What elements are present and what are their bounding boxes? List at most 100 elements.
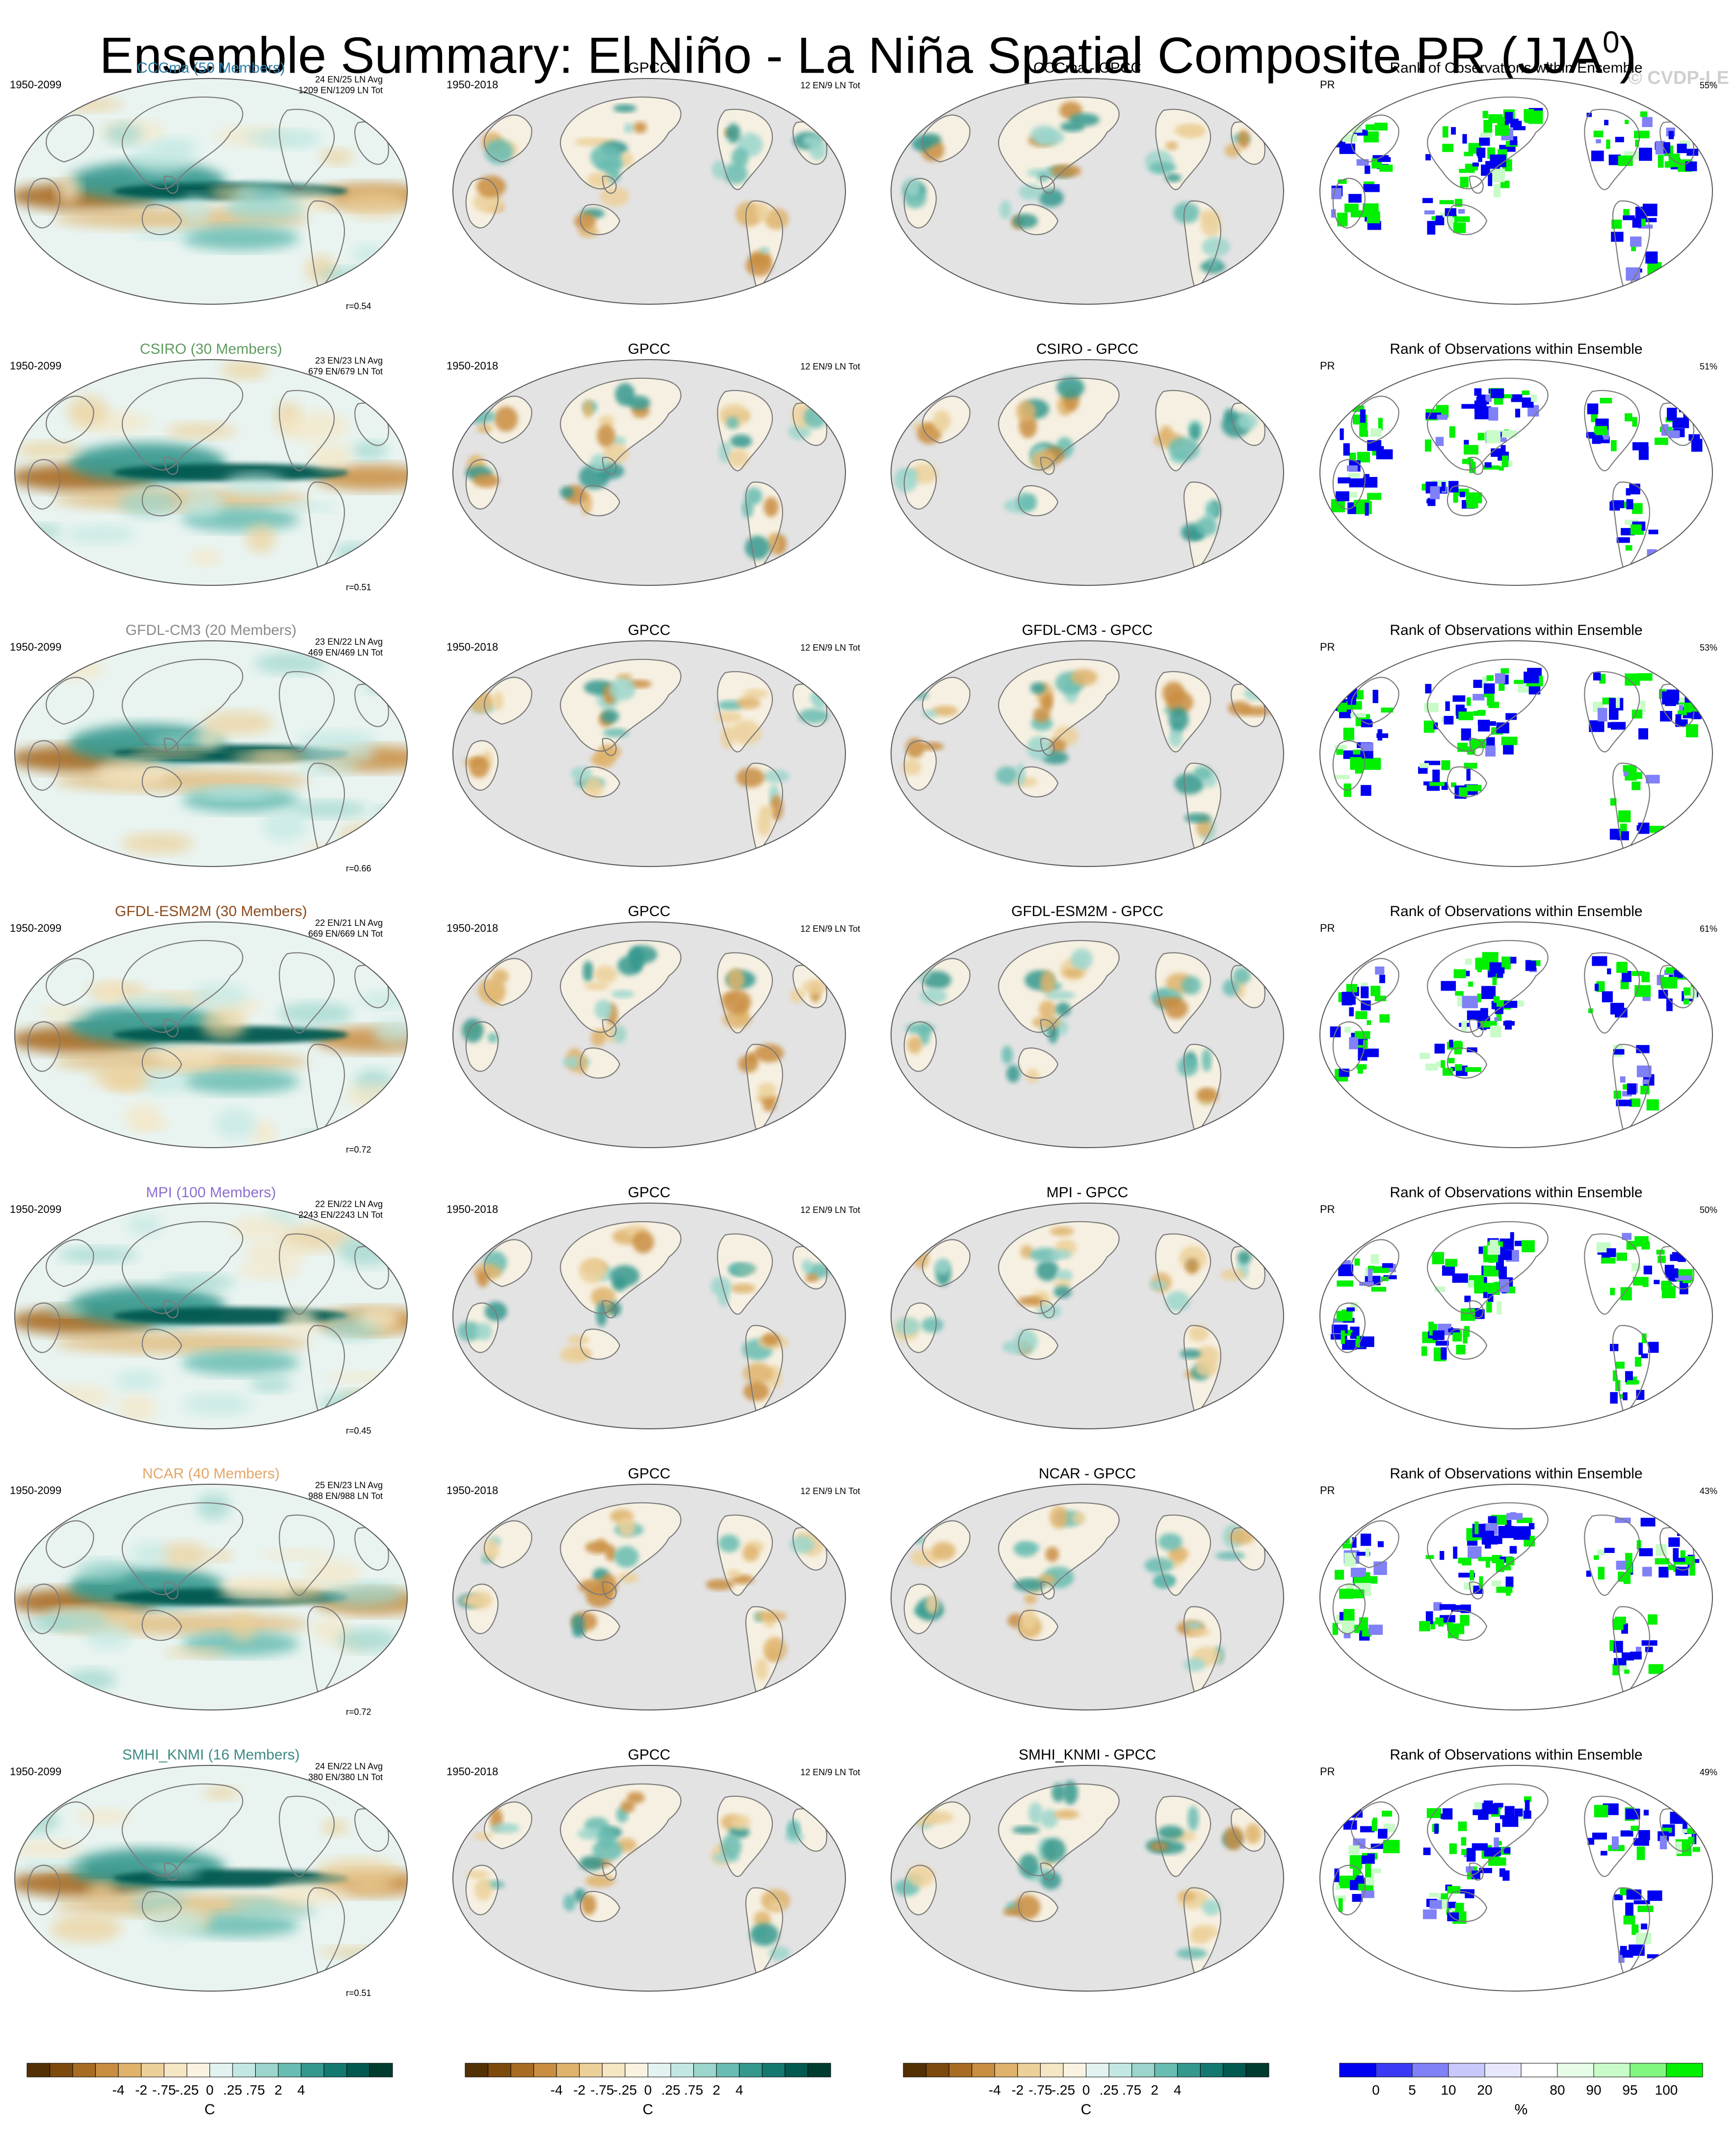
field-blob [67,395,108,426]
field-blob [309,443,353,470]
rank-cell [1477,433,1485,441]
field-blob [921,1317,944,1333]
field-blob [374,805,400,816]
rank-cell [1434,1044,1445,1054]
rank-cell [1379,164,1393,172]
rank-cell [1621,971,1631,982]
rank-cell [1374,123,1388,131]
coastline [141,204,183,236]
field-blob [1150,1842,1169,1851]
rank-cell [1474,1521,1479,1534]
colorbar-swatch [716,2063,740,2077]
globe-border [452,640,846,867]
coastline [27,178,60,229]
coastline [602,1300,617,1318]
field-blob [1040,971,1055,995]
coastline [1332,1302,1366,1353]
obs-counts: 12 EN/9 LN Tot [800,80,860,90]
row-csiro: CSIRO (30 Members) 1950-2099 23 EN/23 LN A… [10,341,1717,592]
rank-cell [1610,1392,1618,1404]
obs-years: 1950-2018 [447,79,498,91]
field-blob [1051,164,1081,178]
field-blob [1173,202,1200,224]
colorbar-swatch [739,2063,763,2077]
rank-cell [1382,1811,1393,1817]
rank-cell [1648,1614,1657,1625]
colorbar-tick-label: 2 [712,2082,720,2098]
field-blob [805,1274,819,1282]
globe-background [1320,641,1712,867]
rank-cell [1623,1392,1628,1400]
field-blob [1026,494,1037,511]
rank-cell [1429,1900,1442,1909]
field-blob [789,989,805,1003]
rank-cell [1360,1826,1375,1833]
field-blob [1196,517,1217,536]
rank-cell [1365,165,1370,174]
colorbar-tick-label: 0 [206,2082,214,2098]
field-blob [728,1262,756,1275]
rank-cell [1425,1611,1433,1625]
rank-cell [1339,1068,1350,1077]
rank-cell [1336,1885,1340,1891]
coastline [1469,1300,1484,1318]
rank-cell [1474,400,1487,412]
rank-cell [1455,991,1464,996]
coastline [903,459,937,510]
model-avg-counts: 23 EN/22 LN Avg [315,637,383,647]
rank-cell [1683,999,1689,1005]
field-blob [54,770,309,791]
rank-cell [1492,972,1497,985]
field-blob [730,1283,756,1293]
rank-cell [1344,203,1359,212]
rank-cell [1455,1064,1462,1071]
field-blob [326,1372,399,1383]
field-blob [1174,773,1205,794]
rank-cell [1530,394,1537,402]
obs-years: 1950-2018 [447,641,498,653]
field-blob [610,1265,640,1287]
rank-cell [1620,1945,1627,1955]
rank-cell [1500,668,1509,674]
rank-cell [1370,1254,1379,1264]
coastline [163,737,179,756]
rank-cell [1467,1010,1482,1021]
coastline [1155,108,1211,190]
rank-cell [1502,394,1512,398]
field-blob [1233,967,1251,984]
field-blob [907,1865,935,1887]
field-blob [1040,1809,1058,1829]
field-blob [1179,1891,1196,1902]
rank-cell [1625,1809,1640,1820]
field-blob [755,1658,768,1681]
globe-border [14,921,408,1148]
field-blob [1033,707,1051,723]
coastline [1351,1239,1399,1287]
rank-cell [1646,1099,1659,1111]
rank-percent: 55% [1700,80,1717,90]
rank-cell [1382,1263,1394,1268]
rank-cell [1464,1295,1471,1302]
rank-cell [1599,674,1606,684]
globe-border [1319,640,1713,867]
field-blob [585,1586,613,1608]
rank-cell [1449,1040,1453,1048]
rank-cell [1474,1284,1482,1294]
field-blob [1006,1065,1020,1083]
colorbar-swatch [533,2063,557,2077]
land-fill [904,1303,936,1353]
field-blob [349,657,407,678]
field-blob [601,709,619,724]
rank-cell [1439,1604,1456,1610]
rank-cell [1359,1282,1374,1286]
field-blob [1055,1002,1071,1017]
rank-cell [1516,1518,1533,1524]
field-blob [1031,451,1056,470]
colorbar-swatch [1484,2063,1522,2077]
rank-cell [1616,1252,1627,1261]
rank-cell [1453,1546,1458,1559]
colorbar-swatch [903,2063,927,2077]
rank-cell [1616,962,1628,973]
field-blob [710,1276,732,1296]
rank-cell [1379,974,1385,983]
